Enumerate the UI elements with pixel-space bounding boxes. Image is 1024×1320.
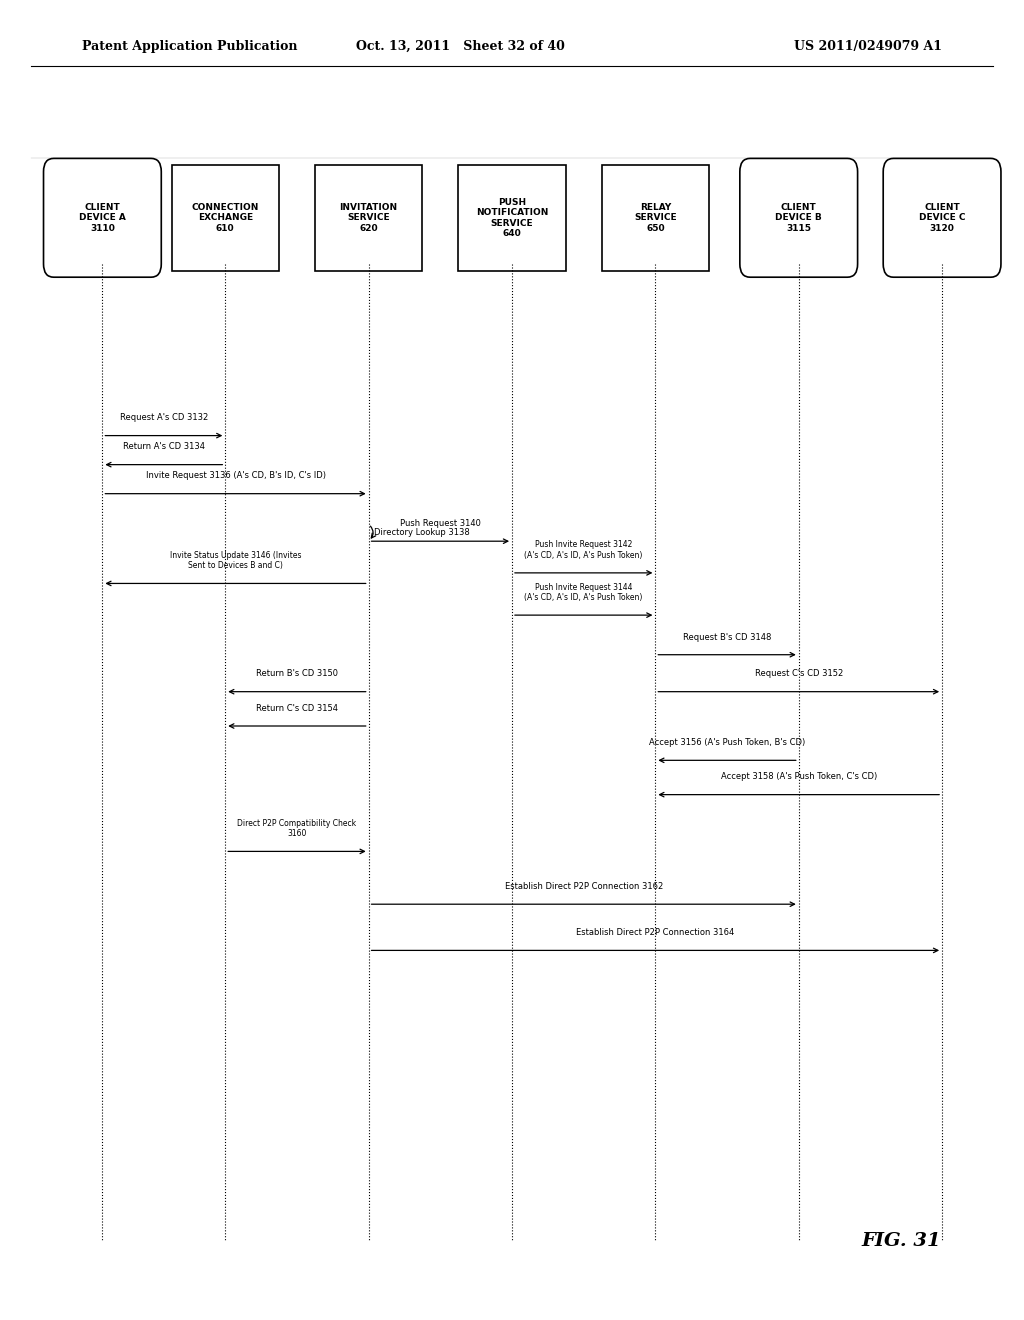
Text: Establish Direct P2P Connection 3162: Establish Direct P2P Connection 3162 bbox=[505, 882, 663, 891]
Text: PUSH
NOTIFICATION
SERVICE
640: PUSH NOTIFICATION SERVICE 640 bbox=[476, 198, 548, 238]
Text: Directory Lookup 3138: Directory Lookup 3138 bbox=[374, 528, 470, 537]
Text: Push Invite Request 3142
(A's CD, A's ID, A's Push Token): Push Invite Request 3142 (A's CD, A's ID… bbox=[524, 540, 643, 560]
Text: Push Request 3140: Push Request 3140 bbox=[400, 519, 480, 528]
Text: Request C's CD 3152: Request C's CD 3152 bbox=[755, 669, 843, 678]
Text: CLIENT
DEVICE C
3120: CLIENT DEVICE C 3120 bbox=[919, 203, 966, 232]
FancyBboxPatch shape bbox=[459, 165, 565, 271]
Text: US 2011/0249079 A1: US 2011/0249079 A1 bbox=[794, 40, 942, 53]
Text: INVITATION
SERVICE
620: INVITATION SERVICE 620 bbox=[340, 203, 397, 232]
Text: Invite Request 3136 (A's CD, B's ID, C's ID): Invite Request 3136 (A's CD, B's ID, C's… bbox=[145, 471, 326, 480]
Text: FIG. 31: FIG. 31 bbox=[861, 1232, 941, 1250]
FancyBboxPatch shape bbox=[883, 158, 1001, 277]
Text: Return A's CD 3134: Return A's CD 3134 bbox=[123, 442, 205, 451]
Text: Direct P2P Compatibility Check
3160: Direct P2P Compatibility Check 3160 bbox=[238, 818, 356, 838]
FancyBboxPatch shape bbox=[739, 158, 858, 277]
Text: Oct. 13, 2011   Sheet 32 of 40: Oct. 13, 2011 Sheet 32 of 40 bbox=[356, 40, 565, 53]
Text: CONNECTION
EXCHANGE
610: CONNECTION EXCHANGE 610 bbox=[191, 203, 259, 232]
FancyBboxPatch shape bbox=[315, 165, 422, 271]
Text: Establish Direct P2P Connection 3164: Establish Direct P2P Connection 3164 bbox=[577, 928, 734, 937]
Text: Request B's CD 3148: Request B's CD 3148 bbox=[683, 632, 771, 642]
Text: CLIENT
DEVICE B
3115: CLIENT DEVICE B 3115 bbox=[775, 203, 822, 232]
Text: Invite Status Update 3146 (Invites
Sent to Devices B and C): Invite Status Update 3146 (Invites Sent … bbox=[170, 550, 301, 570]
Text: CLIENT
DEVICE A
3110: CLIENT DEVICE A 3110 bbox=[79, 203, 126, 232]
Text: Request A's CD 3132: Request A's CD 3132 bbox=[120, 413, 208, 422]
FancyBboxPatch shape bbox=[171, 165, 279, 271]
FancyBboxPatch shape bbox=[43, 158, 162, 277]
Text: Accept 3158 (A's Push Token, C's CD): Accept 3158 (A's Push Token, C's CD) bbox=[721, 772, 877, 781]
Text: Patent Application Publication: Patent Application Publication bbox=[82, 40, 297, 53]
Text: Return C's CD 3154: Return C's CD 3154 bbox=[256, 704, 338, 713]
FancyBboxPatch shape bbox=[602, 165, 709, 271]
Text: Accept 3156 (A's Push Token, B's CD): Accept 3156 (A's Push Token, B's CD) bbox=[649, 738, 805, 747]
Text: RELAY
SERVICE
650: RELAY SERVICE 650 bbox=[634, 203, 677, 232]
Text: Push Invite Request 3144
(A's CD, A's ID, A's Push Token): Push Invite Request 3144 (A's CD, A's ID… bbox=[524, 582, 643, 602]
Text: Return B's CD 3150: Return B's CD 3150 bbox=[256, 669, 338, 678]
